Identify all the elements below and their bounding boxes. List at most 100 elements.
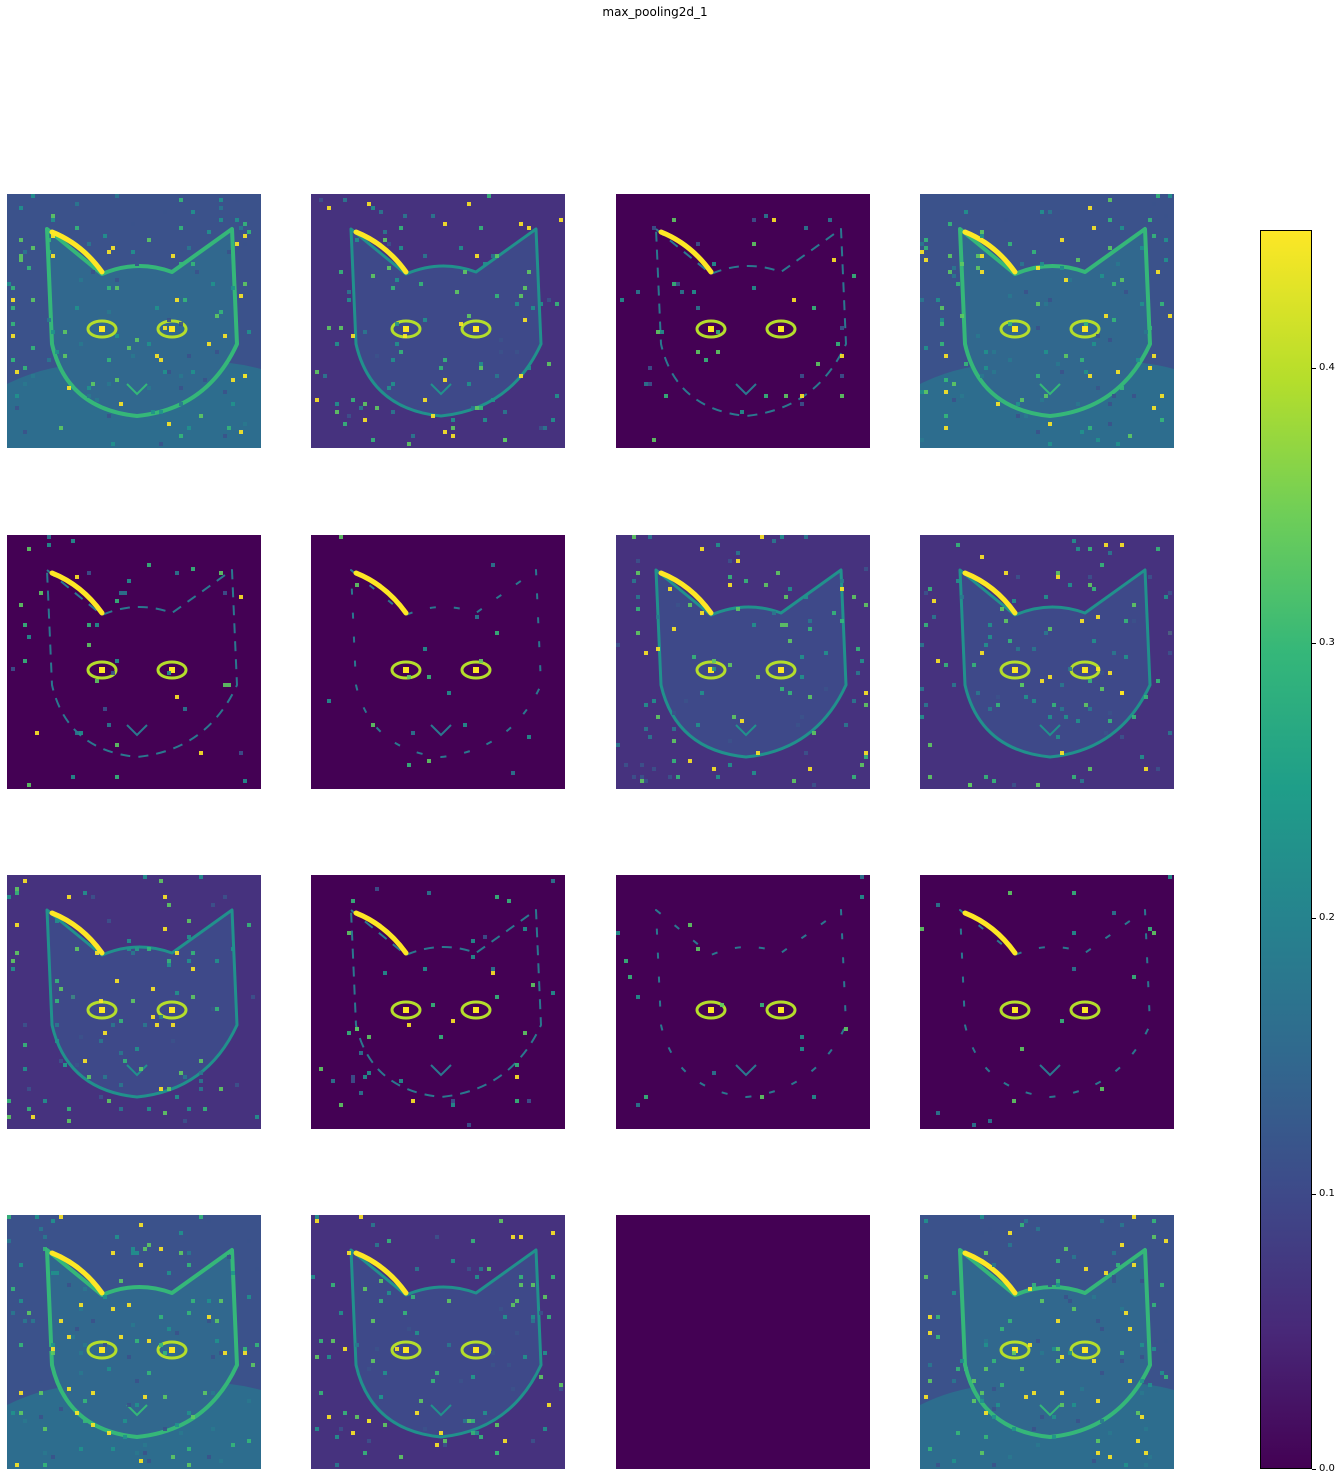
activation-pixel	[1084, 322, 1088, 326]
activation-pixel	[127, 947, 131, 951]
activation-pixel	[688, 603, 692, 607]
activation-pixel	[1104, 543, 1108, 547]
activation-pixel	[956, 1431, 960, 1435]
activation-pixel	[1092, 1295, 1096, 1299]
activation-pixel	[648, 535, 652, 539]
colorbar-tick-label: 0.2	[1319, 912, 1335, 923]
activation-pixel	[712, 1071, 716, 1075]
activation-pixel	[99, 999, 103, 1003]
activation-pixel	[119, 591, 123, 595]
activation-pixel	[1128, 434, 1132, 438]
activation-pixel	[1060, 683, 1064, 687]
activation-pixel	[15, 406, 19, 410]
activation-pixel	[339, 326, 343, 330]
activation-pixel	[964, 1367, 968, 1371]
activation-pixel	[499, 350, 503, 354]
activation-pixel	[1116, 1263, 1120, 1267]
activation-pixel	[940, 306, 944, 310]
activation-pixel	[187, 1411, 191, 1415]
activation-pixel	[519, 1235, 523, 1239]
activation-pixel	[363, 1451, 367, 1455]
activation-pixel	[31, 346, 35, 350]
activation-pixel	[1088, 583, 1092, 587]
activation-pixel	[91, 1319, 95, 1323]
nose-mark	[1039, 1064, 1061, 1077]
activation-pixel	[167, 1271, 171, 1275]
activation-pixel	[27, 1311, 31, 1315]
activation-pixel	[391, 358, 395, 362]
activation-pixel	[780, 623, 784, 627]
activation-pixel	[311, 1275, 315, 1279]
activation-pixel	[840, 326, 844, 330]
left-pupil	[403, 1007, 409, 1013]
activation-pixel	[523, 1355, 527, 1359]
activation-pixel	[956, 282, 960, 286]
activation-pixel	[956, 543, 960, 547]
activation-pixel	[187, 1463, 191, 1467]
activation-pixel	[19, 1343, 23, 1347]
activation-pixel	[640, 775, 644, 779]
activation-pixel	[167, 959, 171, 963]
activation-pixel	[427, 675, 431, 679]
activation-pixel	[980, 1231, 984, 1235]
activation-pixel	[127, 579, 131, 583]
activation-pixel	[379, 1395, 383, 1399]
activation-pixel	[696, 242, 700, 246]
activation-pixel	[672, 759, 676, 763]
feature-map-8	[7, 875, 261, 1129]
feature-map-svg-9	[311, 875, 565, 1129]
activation-pixel	[676, 775, 680, 779]
activation-pixel	[1160, 1283, 1164, 1287]
activation-pixel	[920, 715, 924, 719]
activation-pixel	[319, 1339, 323, 1343]
activation-pixel	[107, 1367, 111, 1371]
activation-pixel	[620, 298, 624, 302]
feature-map-svg-6	[616, 535, 870, 789]
activation-pixel	[219, 1351, 223, 1355]
activation-pixel	[1080, 779, 1084, 783]
activation-pixel	[1056, 362, 1060, 366]
activation-pixel	[1096, 334, 1100, 338]
activation-pixel	[183, 1075, 187, 1079]
activation-pixel	[636, 290, 640, 294]
left-pupil	[708, 326, 714, 332]
activation-pixel	[395, 1347, 399, 1351]
activation-pixel	[1008, 242, 1012, 246]
activation-pixel	[555, 394, 559, 398]
activation-pixel	[752, 218, 756, 222]
activation-pixel	[764, 394, 768, 398]
activation-pixel	[55, 1271, 59, 1275]
activation-pixel	[836, 342, 840, 346]
activation-pixel	[1100, 1219, 1104, 1223]
activation-pixel	[51, 218, 55, 222]
activation-pixel	[523, 286, 527, 290]
activation-pixel	[511, 1303, 515, 1307]
activation-pixel	[463, 723, 467, 727]
activation-pixel	[39, 1415, 43, 1419]
activation-pixel	[980, 1215, 984, 1219]
activation-pixel	[167, 370, 171, 374]
activation-pixel	[1132, 1263, 1136, 1267]
activation-pixel	[479, 659, 483, 663]
activation-pixel	[127, 1403, 131, 1407]
activation-pixel	[39, 1391, 43, 1395]
activation-pixel	[395, 322, 399, 326]
activation-pixel	[367, 1439, 371, 1443]
activation-pixel	[928, 775, 932, 779]
activation-pixel	[924, 1219, 928, 1223]
activation-pixel	[47, 238, 51, 242]
activation-pixel	[235, 1083, 239, 1087]
activation-pixel	[247, 1399, 251, 1403]
activation-pixel	[1076, 402, 1080, 406]
cat-head-outline	[349, 227, 543, 418]
ear-highlight	[962, 229, 1018, 275]
activation-pixel	[439, 1035, 443, 1039]
activation-pixel	[1140, 1415, 1144, 1419]
activation-pixel	[107, 310, 111, 314]
activation-pixel	[171, 1023, 175, 1027]
activation-pixel	[447, 1343, 451, 1347]
activation-pixel	[980, 555, 984, 559]
activation-pixel	[111, 671, 115, 675]
activation-pixel	[1164, 1239, 1168, 1243]
activation-pixel	[656, 330, 660, 334]
